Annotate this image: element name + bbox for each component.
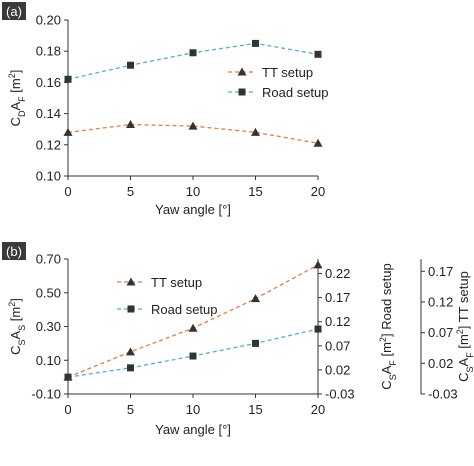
secondary-tick-label: 0.02 xyxy=(325,362,350,377)
x-axis-title: Yaw angle [°] xyxy=(155,422,231,437)
secondary-axis-title: CSAF [m2] TT setup xyxy=(455,271,474,382)
y-tick-label: 0.12 xyxy=(36,137,61,152)
panel-tag-label: (a) xyxy=(6,4,22,19)
panel-tag-box xyxy=(2,2,26,20)
legend-marker xyxy=(238,88,246,96)
data-point xyxy=(64,75,72,83)
secondary-tick-label: -0.03 xyxy=(325,387,355,402)
secondary-tick-label: 0.17 xyxy=(428,264,453,279)
secondary-tick-label: -0.03 xyxy=(428,387,458,402)
secondary-axis: -0.03 0.02 0.07 0.12 0.17 0.22 CSAF [m2] Road … xyxy=(317,259,398,402)
data-point xyxy=(127,364,134,372)
x-tick-label: 5 xyxy=(127,402,134,417)
legend-marker xyxy=(126,277,136,286)
series-square xyxy=(64,39,322,83)
data-point xyxy=(314,50,322,58)
x-tick-label: 20 xyxy=(311,184,325,199)
data-point xyxy=(313,260,323,269)
legend-label: TT setup xyxy=(151,275,202,290)
x-tick-label: 15 xyxy=(248,184,262,199)
y-tick-label: 0.30 xyxy=(36,319,61,334)
legend-marker xyxy=(127,305,135,313)
secondary-axis-title: CSAF [m2] Road setup xyxy=(378,263,398,389)
y-tick-label: 0.50 xyxy=(36,285,61,300)
panel-tag: (a) xyxy=(2,2,26,20)
series-square xyxy=(64,325,322,381)
y-axis-title: CDAF [m2] xyxy=(7,70,27,127)
y-tick-label: 0.10 xyxy=(36,169,61,184)
legend-label: Road setup xyxy=(262,85,329,100)
panel-a: (a) 0.10 0.12 0.14 0.16 0.18 0.20 0 5 10 15 20 Yaw a… xyxy=(2,2,329,217)
secondary-tick-label: 0.17 xyxy=(325,290,350,305)
data-point xyxy=(313,138,323,147)
data-point xyxy=(127,61,134,69)
secondary-tick-label: 0.07 xyxy=(428,325,453,340)
y-tick-label: 0.20 xyxy=(36,13,61,28)
series-triangle xyxy=(63,120,323,147)
panel-b: (b) -0.10 0.10 0.30 0.50 0.70 0 5 10 15 20 Yaw angl… xyxy=(2,242,474,437)
data-point xyxy=(188,121,198,130)
data-point xyxy=(252,39,259,47)
legend: TT setup Road setup xyxy=(228,65,329,100)
secondary-tick-label: 0.07 xyxy=(325,338,350,353)
data-point xyxy=(314,325,322,333)
x-tick-label: 0 xyxy=(64,402,71,417)
secondary-tick-label: 0.12 xyxy=(428,294,453,309)
x-tick-label: 15 xyxy=(248,402,262,417)
y-tick-label: 0.14 xyxy=(36,106,61,121)
panel-tag-box xyxy=(2,242,26,260)
y-tick-label: 0.18 xyxy=(36,44,61,59)
y-tick-label: 0.70 xyxy=(36,252,61,267)
data-point xyxy=(251,127,260,136)
secondary-tick-label: 0.12 xyxy=(325,314,350,329)
data-point xyxy=(126,347,135,356)
x-tick-label: 5 xyxy=(127,184,134,199)
data-point xyxy=(126,120,135,129)
x-tick-label: 10 xyxy=(186,184,200,199)
x-tick-label: 20 xyxy=(311,402,325,417)
legend-label: TT setup xyxy=(262,65,313,80)
data-point xyxy=(64,373,72,381)
data-point xyxy=(188,323,198,332)
panel-tag: (b) xyxy=(2,242,26,260)
secondary-tick-label: 0.02 xyxy=(428,356,453,371)
series-triangle xyxy=(63,260,323,381)
data-point xyxy=(63,127,73,136)
secondary-tick-label: 0.22 xyxy=(325,266,350,281)
data-point xyxy=(189,352,197,360)
y-tick-label: 0.10 xyxy=(36,353,61,368)
data-point xyxy=(189,49,197,57)
x-tick-label: 0 xyxy=(64,184,71,199)
y-axis-title: CSAS [m2] xyxy=(7,298,27,355)
y-tick-label: 0.16 xyxy=(36,75,61,90)
legend: TT setup Road setup xyxy=(117,275,218,317)
data-point xyxy=(252,339,259,347)
y-tick-label: -0.10 xyxy=(31,387,61,402)
x-axis-title: Yaw angle [°] xyxy=(155,202,231,217)
x-tick-label: 10 xyxy=(186,402,200,417)
data-point xyxy=(251,294,260,303)
legend-label: Road setup xyxy=(151,302,218,317)
legend-marker xyxy=(237,67,247,76)
panel-tag-label: (b) xyxy=(6,244,22,259)
